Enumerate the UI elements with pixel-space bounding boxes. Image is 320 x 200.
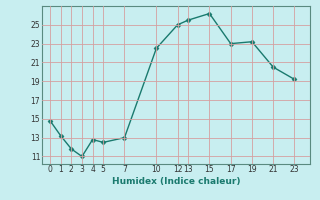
- X-axis label: Humidex (Indice chaleur): Humidex (Indice chaleur): [112, 177, 240, 186]
